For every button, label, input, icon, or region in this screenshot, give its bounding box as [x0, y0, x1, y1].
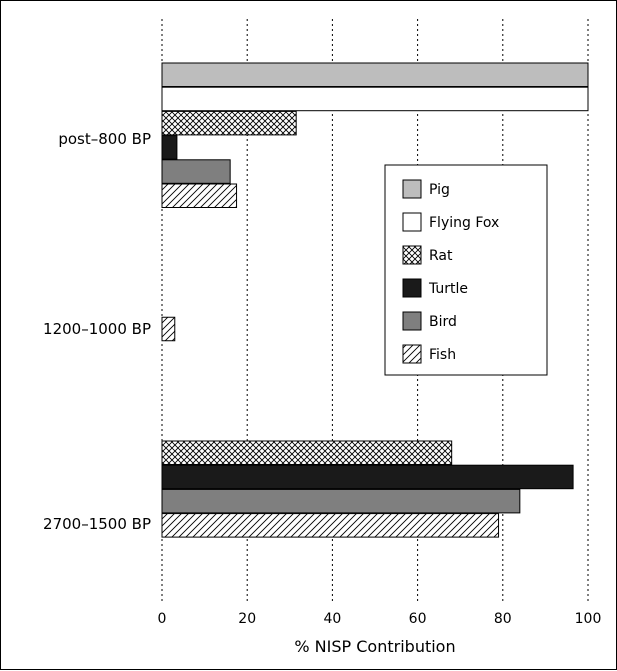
legend-label-flying-fox: Flying Fox	[429, 215, 499, 231]
legend-box	[384, 164, 548, 376]
category-label-post-800-bp: post–800 BP	[58, 130, 151, 148]
bar-post-800-bp-pig	[161, 62, 589, 87]
legend-label-bird: Bird	[429, 314, 457, 330]
bar-2700-1500-bp-fish	[161, 513, 500, 538]
bar-post-800-bp-turtle	[161, 135, 178, 160]
axis-layer: post–800 BP 1200–1000 BP 2700–1500 BP 0 20 40…	[43, 130, 601, 656]
bar-1200-1000-bp-fish	[161, 316, 176, 342]
x-tick-label-80: 80	[494, 611, 512, 627]
bar-2700-1500-bp-turtle	[161, 464, 574, 490]
bar-post-800-bp-rat	[161, 110, 297, 136]
x-tick-label-20: 20	[238, 611, 256, 627]
legend-swatch-pig	[402, 179, 422, 199]
legend: Pig Flying Fox Rat Turtle Bird Fish	[384, 164, 548, 376]
legend-swatch-fish	[402, 344, 422, 364]
bar-post-800-bp-fish	[161, 183, 238, 208]
bar-2700-1500-bp-rat	[161, 440, 453, 465]
x-tick-label-0: 0	[158, 611, 167, 627]
category-label-2700-1500-bp: 2700–1500 BP	[43, 515, 151, 533]
legend-label-rat: Rat	[429, 248, 453, 264]
bar-post-800-bp-flying-fox	[161, 86, 589, 112]
legend-label-pig: Pig	[429, 182, 450, 198]
bars-layer	[161, 62, 589, 538]
legend-label-turtle: Turtle	[428, 281, 468, 297]
legend-swatch-rat	[402, 245, 422, 265]
bar-post-800-bp-bird	[161, 159, 231, 184]
legend-label-fish: Fish	[429, 347, 456, 363]
legend-swatch-turtle	[402, 278, 422, 298]
bar-2700-1500-bp-bird	[161, 488, 521, 514]
x-axis-title: % NISP Contribution	[294, 637, 455, 656]
x-tick-label-60: 60	[409, 611, 427, 627]
legend-swatch-flying-fox	[402, 212, 422, 232]
x-tick-label-40: 40	[323, 611, 341, 627]
category-label-1200-1000-bp: 1200–1000 BP	[43, 320, 151, 338]
x-tick-label-100: 100	[575, 611, 602, 627]
legend-swatch-bird	[402, 311, 422, 331]
